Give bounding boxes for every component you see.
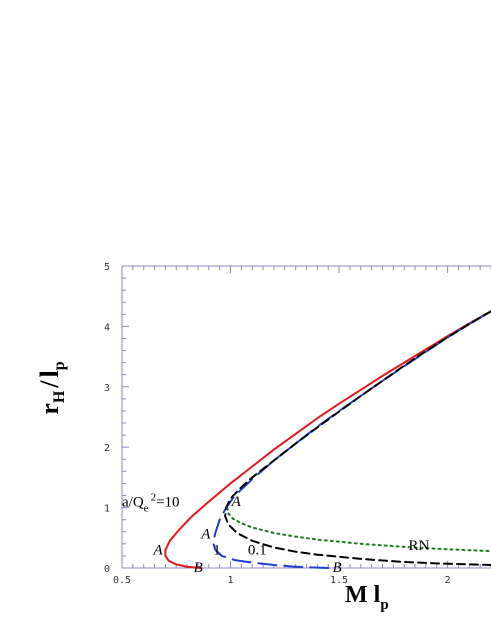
y-tick-label: 5 bbox=[104, 262, 110, 273]
annotation-label: RN bbox=[409, 538, 430, 554]
x-tick-label: 1 bbox=[228, 575, 234, 586]
annotation-label: A bbox=[152, 543, 163, 559]
annotation-label: a/Qe2=10 bbox=[122, 491, 180, 514]
annotation-label: 1 bbox=[213, 543, 221, 559]
annotation-label: 0.1 bbox=[248, 543, 267, 559]
x-tick-label: 0.5 bbox=[113, 575, 131, 586]
y-axis-label: rH/lp bbox=[35, 361, 68, 414]
annotation-label: A bbox=[231, 494, 242, 510]
axes: 0 1 2 3 4 5 0.5 1 1.5 2 bbox=[104, 262, 491, 586]
annotation-label: A bbox=[200, 526, 211, 542]
annotation-label: B bbox=[194, 560, 203, 576]
annotation-label: B bbox=[333, 560, 342, 576]
series-layer bbox=[164, 310, 491, 569]
x-axis-label: M lp bbox=[345, 582, 389, 613]
x-tick-label: 2 bbox=[445, 575, 451, 586]
y-tick-label: 4 bbox=[104, 322, 110, 333]
series-line-2 bbox=[224, 310, 491, 566]
series-line-3 bbox=[226, 506, 491, 553]
y-tick-label: 0 bbox=[104, 564, 110, 575]
y-tick-label: 1 bbox=[104, 504, 110, 515]
y-tick-label: 3 bbox=[104, 383, 110, 394]
series-line-1 bbox=[212, 310, 491, 569]
y-tick-label: 2 bbox=[104, 443, 110, 454]
series-line-0 bbox=[164, 310, 491, 569]
svg-text:rH/lp: rH/lp bbox=[35, 361, 68, 414]
x-tick-label: 1.5 bbox=[330, 575, 348, 586]
